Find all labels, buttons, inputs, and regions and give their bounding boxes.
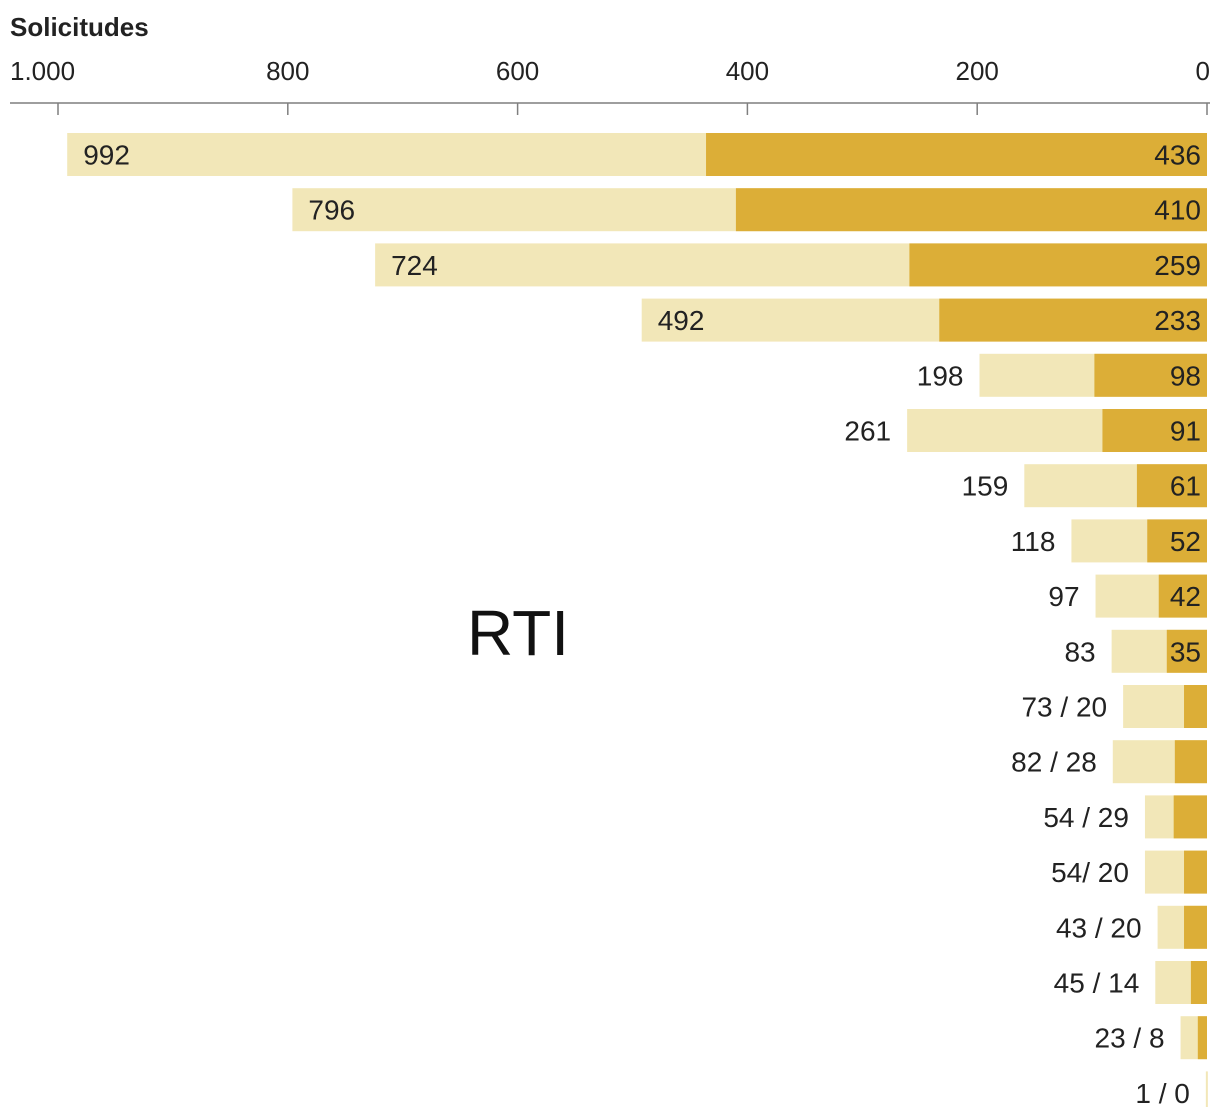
bar-part-label: 91	[1170, 416, 1201, 447]
bar-total-label: 43 / 20	[1056, 912, 1142, 943]
bar-part	[1094, 353, 1207, 397]
bar-total-label: 45 / 14	[1054, 968, 1140, 999]
bar-row: 45 / 14	[1054, 961, 1207, 1004]
bar-total-label: 54/ 20	[1051, 857, 1129, 888]
bar-part	[1136, 464, 1207, 508]
bar-row: 492 233	[641, 298, 1207, 342]
bar-row: 992 436	[67, 133, 1207, 176]
bar-part	[1158, 574, 1207, 618]
bar-total-label: 992	[83, 140, 130, 171]
bar-total-label: 198	[917, 360, 964, 391]
bar-part	[1190, 961, 1207, 1004]
bar-row: 198 98	[917, 353, 1207, 397]
bar-row: 724 259	[375, 243, 1207, 287]
bar-part-label: 98	[1170, 360, 1201, 391]
bar-part-label: 42	[1170, 581, 1201, 612]
bar-part	[1102, 409, 1207, 452]
axis-unit-label: Solicitudes	[10, 12, 149, 42]
bar-part	[939, 298, 1207, 342]
bar-row: 23 / 8	[1095, 1016, 1207, 1060]
bar-total-label: 97	[1048, 581, 1079, 612]
bar-part	[706, 133, 1207, 176]
bar-total-label: 492	[658, 305, 705, 336]
bar-part	[1184, 905, 1207, 949]
bar-total-label: 82 / 28	[1011, 747, 1097, 778]
bar-total-label: 796	[308, 195, 355, 226]
bar-total-label: 23 / 8	[1095, 1023, 1165, 1054]
bar-total-label: 724	[391, 250, 438, 281]
bar-total-label: 73 / 20	[1021, 692, 1107, 723]
bar-part-label: 61	[1170, 471, 1201, 502]
bar-row: 97 42	[1048, 574, 1207, 618]
bar-row: 159 61	[962, 464, 1207, 508]
bar-part-label: 52	[1170, 526, 1201, 557]
x-tick-label: 800	[266, 56, 309, 86]
bar-total-label: 54 / 29	[1043, 802, 1129, 833]
bar-total-label: 1 / 0	[1135, 1078, 1189, 1107]
bar-total-label: 159	[962, 471, 1009, 502]
x-tick-label: 0	[1196, 56, 1210, 86]
bar-part-label: 436	[1154, 140, 1201, 171]
bar-total-label: 118	[1011, 526, 1056, 557]
bar-part-label: 233	[1154, 305, 1201, 336]
bar-part-label: 410	[1154, 195, 1201, 226]
x-tick-label: 400	[726, 56, 769, 86]
bar-part	[909, 243, 1207, 287]
bar-total	[1205, 1071, 1208, 1107]
bar-row: 54/ 20	[1051, 850, 1207, 894]
bar-row: 83 35	[1064, 629, 1207, 673]
bar-part	[1166, 629, 1207, 673]
bar-row: 82 / 28	[1011, 740, 1207, 784]
bar-row: 1 / 0	[1135, 1071, 1208, 1107]
x-axis-ticks: 1.000 800 600 400 200 0	[10, 56, 1210, 115]
bar-row: 73 / 20	[1021, 685, 1207, 728]
bar-part-label: 259	[1154, 250, 1201, 281]
bar-total-label: 261	[844, 416, 891, 447]
bar-row: 43 / 20	[1056, 905, 1207, 949]
bar-part	[1173, 795, 1207, 839]
bar-row: 796 410	[292, 188, 1207, 232]
x-tick-label: 1.000	[10, 56, 75, 86]
x-tick-label: 600	[496, 56, 539, 86]
bar-total-label: 83	[1064, 636, 1095, 667]
bar-row: 54 / 29	[1043, 795, 1207, 839]
bar-part	[1147, 519, 1207, 563]
bar-part	[1174, 740, 1207, 784]
x-tick-label: 200	[956, 56, 999, 86]
bar-part	[1184, 685, 1207, 728]
bar-row: 118 52	[1011, 519, 1207, 563]
bar-part	[1197, 1016, 1207, 1060]
bar-part-label: 35	[1170, 636, 1201, 667]
bar-part	[735, 188, 1207, 232]
bar-row: 261 91	[844, 409, 1207, 452]
bar-part	[1184, 850, 1207, 894]
rti-annotation: RTI	[467, 597, 569, 669]
